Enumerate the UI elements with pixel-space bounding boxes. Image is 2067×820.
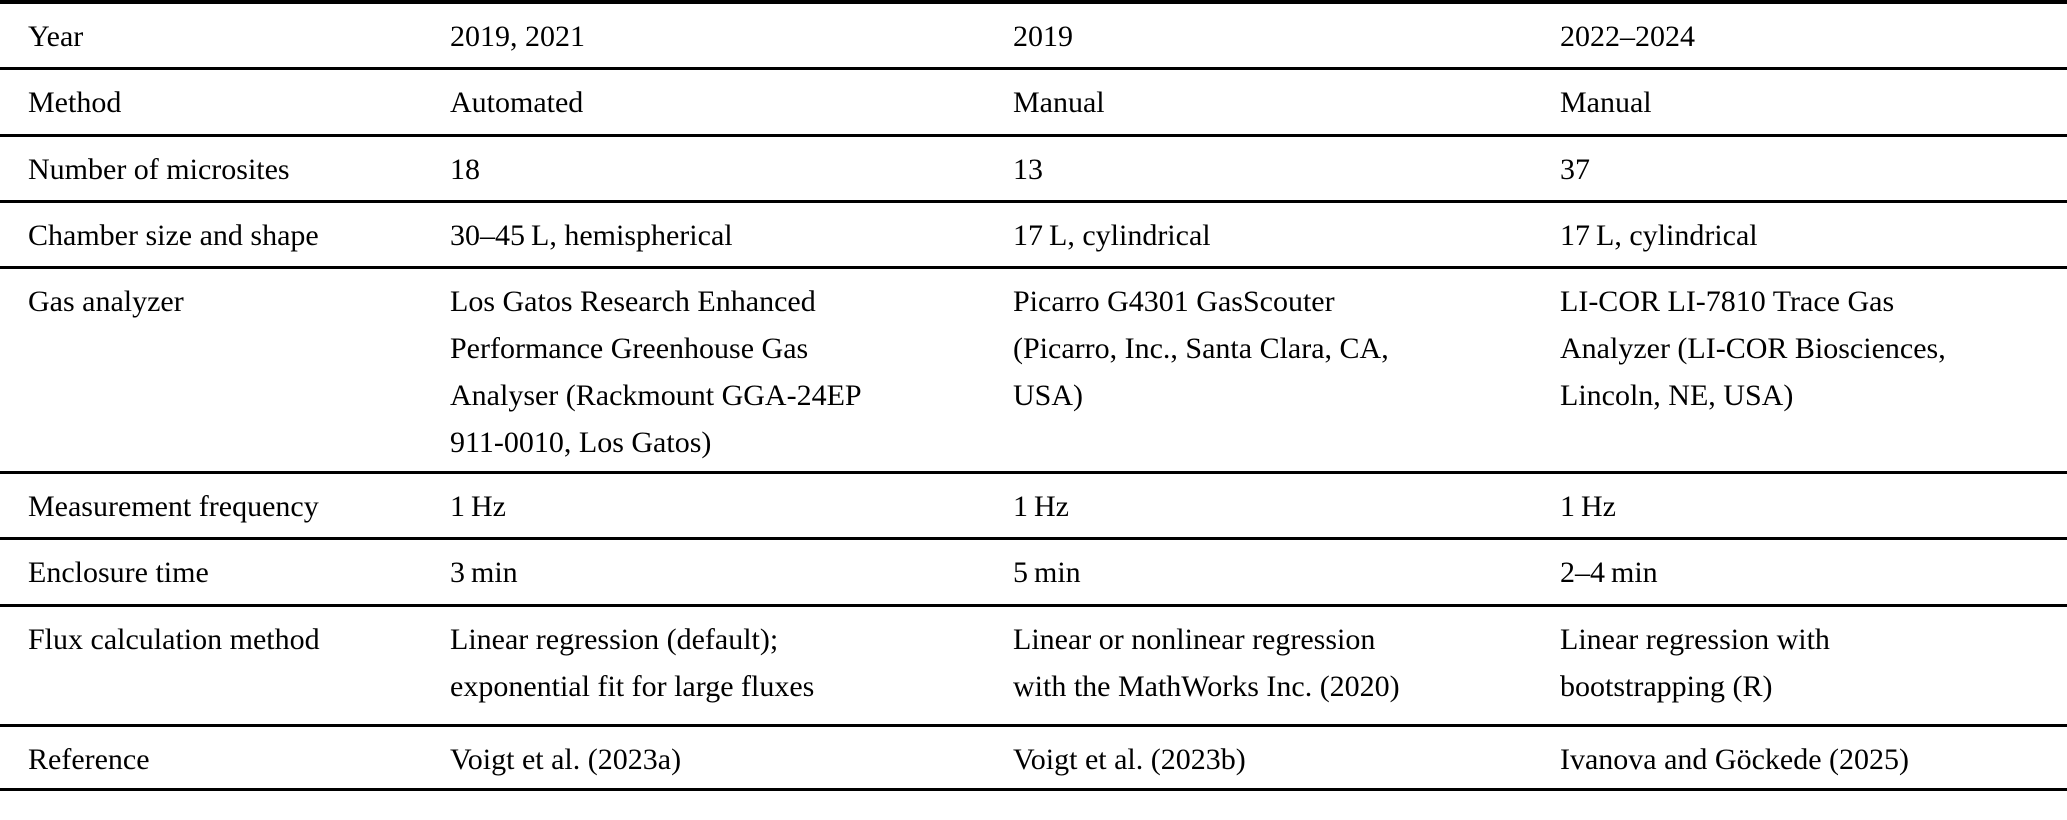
table-cell: Voigt et al. (2023b) [985, 725, 1532, 791]
table-row-enclosure-time: Enclosure time 3 min 5 min 2–4 min [0, 538, 2067, 607]
table-cell: 5 min [985, 538, 1532, 607]
row-label: Measurement frequency [0, 472, 422, 540]
row-label: Year [0, 2, 422, 70]
table-cell: Linear regression with bootstrapping (R) [1532, 605, 2067, 727]
table-cell: 2019, 2021 [422, 2, 985, 70]
table-cell: Linear or nonlinear regression with the … [985, 605, 1532, 727]
table-cell: 2–4 min [1532, 538, 2067, 607]
table-row-microsites: Number of microsites 18 13 37 [0, 135, 2067, 203]
table-cell: 17 L, cylindrical [1532, 201, 2067, 269]
row-label: Method [0, 68, 422, 137]
table-row-reference: Reference Voigt et al. (2023a) Voigt et … [0, 725, 2067, 791]
table-cell: 13 [985, 135, 1532, 203]
methods-comparison-table: Year 2019, 2021 2019 2022–2024 Method Au… [0, 0, 2067, 791]
table-cell: 1 Hz [985, 472, 1532, 540]
table-cell: 2019 [985, 2, 1532, 70]
table-cell: 30–45 L, hemispherical [422, 201, 985, 269]
table-cell: Linear regression (default); exponential… [422, 605, 985, 727]
table-cell: 1 Hz [422, 472, 985, 540]
table-cell: Ivanova and Göckede (2025) [1532, 725, 2067, 791]
table-cell: 18 [422, 135, 985, 203]
table-row-chamber: Chamber size and shape 30–45 L, hemisphe… [0, 201, 2067, 269]
row-label: Gas analyzer [0, 267, 422, 474]
table-cell: 2022–2024 [1532, 2, 2067, 70]
table-cell: Los Gatos Research Enhanced Performance … [422, 267, 985, 474]
table-cell: Picarro G4301 GasScouter (Picarro, Inc.,… [985, 267, 1532, 474]
table-cell: 17 L, cylindrical [985, 201, 1532, 269]
table-cell: LI-COR LI-7810 Trace Gas Analyzer (LI-CO… [1532, 267, 2067, 474]
row-label: Enclosure time [0, 538, 422, 607]
table-cell: Manual [985, 68, 1532, 137]
row-label: Reference [0, 725, 422, 791]
table-row-gas-analyzer: Gas analyzer Los Gatos Research Enhanced… [0, 267, 2067, 474]
row-label: Number of microsites [0, 135, 422, 203]
table-cell: 3 min [422, 538, 985, 607]
table-cell: 1 Hz [1532, 472, 2067, 540]
table-cell: Manual [1532, 68, 2067, 137]
table-cell: Automated [422, 68, 985, 137]
row-label: Chamber size and shape [0, 201, 422, 269]
table-row-frequency: Measurement frequency 1 Hz 1 Hz 1 Hz [0, 472, 2067, 540]
row-label: Flux calculation method [0, 605, 422, 727]
table-cell: 37 [1532, 135, 2067, 203]
table-row-method: Method Automated Manual Manual [0, 68, 2067, 137]
table-row-year: Year 2019, 2021 2019 2022–2024 [0, 2, 2067, 70]
table-row-flux-method: Flux calculation method Linear regressio… [0, 605, 2067, 727]
table-cell: Voigt et al. (2023a) [422, 725, 985, 791]
